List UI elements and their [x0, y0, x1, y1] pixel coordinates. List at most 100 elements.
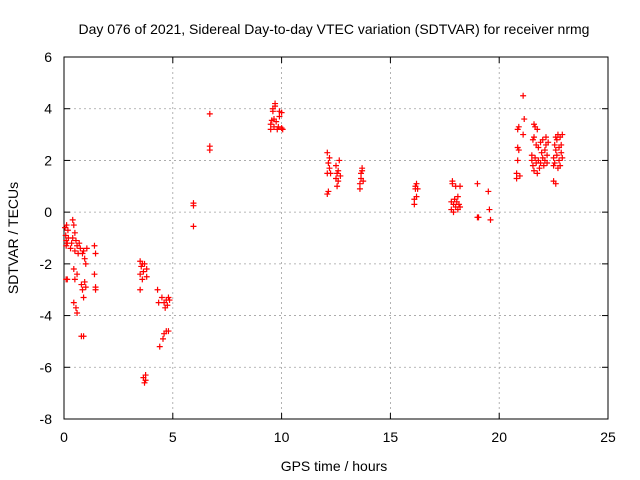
data-point — [160, 335, 167, 342]
grid-lines — [64, 57, 608, 419]
data-point — [558, 149, 565, 156]
data-point — [64, 227, 71, 234]
data-point — [206, 143, 213, 150]
data-point — [190, 200, 197, 207]
x-tick-label: 25 — [600, 429, 616, 445]
data-point — [143, 266, 150, 273]
data-point — [267, 121, 274, 128]
data-point — [70, 222, 77, 229]
x-tick-label: 15 — [383, 429, 399, 445]
data-point — [513, 170, 520, 177]
y-tick-label: 4 — [44, 101, 52, 117]
data-point — [559, 131, 566, 138]
y-tick-label: 0 — [44, 204, 52, 220]
data-point — [515, 123, 522, 130]
data-point — [91, 271, 98, 278]
data-point — [457, 203, 464, 210]
data-point — [267, 126, 274, 133]
x-axis-label: GPS time / hours — [281, 458, 388, 474]
data-point — [542, 134, 549, 141]
chart-title: Day 076 of 2021, Sidereal Day-to-day VTE… — [79, 21, 590, 37]
data-point — [457, 183, 464, 190]
data-point — [536, 165, 543, 172]
data-point — [356, 180, 363, 187]
data-point — [333, 162, 339, 169]
data-point — [450, 209, 457, 216]
data-point — [531, 167, 538, 174]
data-point — [449, 178, 456, 185]
data-point — [557, 162, 564, 169]
data-point — [528, 157, 535, 164]
data-point — [454, 193, 461, 200]
data-point — [529, 162, 536, 169]
data-point — [336, 157, 343, 164]
data-point — [474, 180, 481, 187]
y-tick-label: 2 — [44, 152, 52, 168]
data-point — [272, 100, 279, 107]
data-point — [326, 154, 333, 161]
y-axis-label: SDTVAR / TECUs — [5, 182, 21, 294]
data-point — [551, 141, 558, 148]
data-point — [327, 170, 334, 177]
data-point — [72, 304, 79, 311]
data-point — [142, 377, 149, 384]
data-point — [80, 333, 87, 340]
data-point — [535, 144, 542, 151]
y-tick-labels: -8 -6 -4 -2 0 2 4 6 — [40, 49, 53, 427]
y-tick-label: -4 — [40, 308, 53, 324]
data-point — [544, 160, 551, 167]
data-point — [166, 297, 173, 304]
data-point — [516, 172, 523, 179]
data-point — [278, 125, 285, 132]
axis-ticks — [63, 56, 609, 420]
data-point — [81, 278, 88, 285]
data-point — [279, 126, 286, 133]
data-point — [71, 276, 78, 283]
data-point — [74, 271, 81, 278]
data-point — [553, 152, 560, 159]
data-point — [553, 136, 560, 143]
data-point — [141, 260, 148, 267]
data-point — [487, 216, 494, 223]
data-point — [156, 343, 163, 350]
data-point — [278, 109, 285, 116]
x-tick-label: 5 — [169, 429, 177, 445]
data-point — [80, 294, 87, 301]
data-point — [275, 123, 282, 130]
data-point — [559, 154, 566, 161]
data-point — [79, 286, 86, 293]
data-point — [276, 113, 283, 120]
data-point — [539, 136, 546, 143]
data-point — [413, 180, 420, 187]
data-point — [520, 92, 527, 99]
data-point — [513, 175, 520, 182]
data-point — [71, 247, 78, 254]
data-point — [335, 178, 342, 185]
data-point — [325, 160, 332, 167]
data-point — [552, 180, 559, 187]
data-point — [82, 284, 89, 291]
data-point — [534, 170, 541, 177]
data-point — [532, 154, 539, 161]
data-point — [81, 255, 88, 262]
data-point — [550, 154, 557, 161]
data-point — [486, 206, 493, 213]
data-point — [534, 126, 541, 133]
data-point — [541, 147, 548, 154]
data-point — [139, 276, 146, 283]
data-point — [324, 149, 331, 156]
data-point — [273, 118, 280, 125]
data-point — [356, 185, 363, 192]
x-tick-label: 0 — [60, 429, 68, 445]
data-point — [558, 141, 565, 148]
data-point — [485, 188, 492, 195]
plot-frame — [63, 56, 609, 420]
data-point — [154, 286, 161, 293]
data-point — [551, 160, 558, 167]
data-point — [540, 162, 547, 169]
data-point — [69, 216, 76, 223]
data-point — [325, 188, 332, 195]
data-point — [165, 328, 172, 335]
